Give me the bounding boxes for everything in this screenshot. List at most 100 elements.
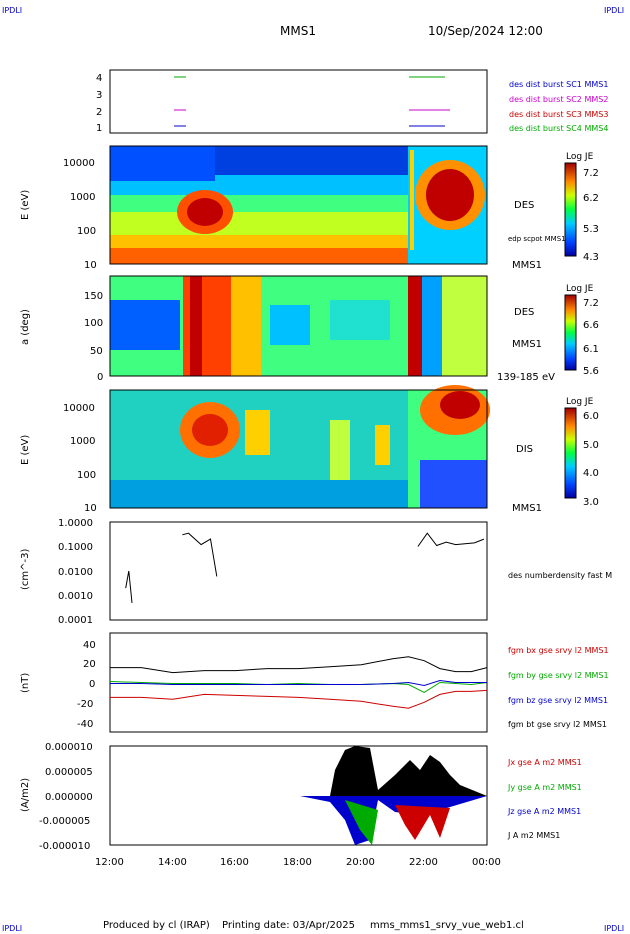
p3-ytick: 150 — [84, 291, 103, 302]
p6-ytick: -40 — [77, 719, 93, 730]
p3-instrument: DES — [514, 307, 534, 318]
p5-ylabel: (cm^-3) — [20, 549, 31, 590]
current-jy-area — [345, 800, 378, 845]
time-tick: 20:00 — [346, 857, 375, 868]
time-axis: 12:00 14:00 16:00 18:00 20:00 22:00 00:0… — [95, 857, 501, 868]
p3-bottom: 139-185 eV — [497, 372, 555, 383]
p5-ytick: 1.0000 — [58, 518, 93, 529]
footer-producer: Produced by cl (IRAP) — [103, 920, 210, 931]
panel-des-energy: E (eV) 10000 1000 100 10 DES edp scpot M… — [20, 145, 599, 271]
p2-cbar-tick: 4.3 — [583, 252, 599, 263]
p2-ytick: 100 — [77, 226, 96, 237]
p5-ytick: 0.1000 — [58, 542, 93, 553]
p7-ytick: -0.000010 — [39, 841, 90, 852]
corner-label-tr: IPDLI — [604, 6, 624, 15]
corner-label-tl: IPDLI — [2, 6, 22, 15]
p7-label: Jy gse A m2 MMS1 — [507, 783, 582, 792]
p7-ytick: 0.000000 — [45, 792, 93, 803]
current-jz-area — [110, 796, 487, 845]
p1-label: des dist burst SC1 MMS1 — [509, 80, 608, 89]
p5-label: des numberdensity fast M — [508, 571, 612, 580]
time-tick: 22:00 — [409, 857, 438, 868]
p4-cbar-tick: 5.0 — [583, 440, 599, 451]
p2-colorbar — [564, 162, 577, 257]
p2-bottom: MMS1 — [512, 260, 542, 271]
time-tick: 00:00 — [472, 857, 501, 868]
panel-des-pitch: a (deg) 150 100 50 0 DES MMS1 139-185 eV… — [20, 275, 599, 383]
p6-ytick: 40 — [83, 640, 96, 651]
p6-ylabel: (nT) — [20, 673, 31, 693]
p1-ytick: 3 — [96, 90, 102, 101]
date-title: 10/Sep/2024 12:00 — [428, 24, 543, 38]
p3-cbar-tick: 7.2 — [583, 298, 599, 309]
p4-ytick: 10 — [84, 503, 97, 514]
p2-cbar-tick: 6.2 — [583, 193, 599, 204]
density-plot — [125, 532, 485, 603]
bfield-series-bz — [110, 679, 487, 687]
density-series-segment — [417, 532, 485, 547]
p3-colorbar — [564, 294, 577, 371]
density-series-segment — [182, 532, 218, 577]
p4-ytick: 1000 — [70, 436, 95, 447]
p2-ylabel: E (eV) — [20, 190, 31, 220]
panel-current: (A/m2) 0.000010 0.000005 0.000000 -0.000… — [20, 742, 582, 852]
p3-cbar-tick: 6.1 — [583, 344, 599, 355]
p2-ytick: 1000 — [70, 192, 95, 203]
p3-mid: MMS1 — [512, 339, 542, 350]
p6-ytick: -20 — [77, 699, 93, 710]
time-tick: 14:00 — [158, 857, 187, 868]
p4-bottom: MMS1 — [512, 503, 542, 514]
p6-label: fgm bx gse srvy l2 MMS1 — [508, 646, 609, 655]
bfield-plot — [109, 656, 488, 709]
p1-ytick: 2 — [96, 107, 102, 118]
p3-ytick: 50 — [90, 346, 103, 357]
p4-ylabel: E (eV) — [20, 435, 31, 465]
p3-cbar-tick: 6.6 — [583, 320, 599, 331]
p6-ytick: 20 — [83, 659, 96, 670]
time-tick: 16:00 — [220, 857, 249, 868]
time-tick: 18:00 — [283, 857, 312, 868]
p4-instrument: DIS — [516, 444, 533, 455]
p5-ytick: 0.0001 — [58, 615, 93, 626]
p2-small-label: edp scpot MMS1 — [508, 235, 566, 243]
p1-ytick: 1 — [96, 123, 102, 134]
p4-ytick: 10000 — [63, 403, 95, 414]
current-jx-area — [395, 805, 450, 840]
p4-cbar-tick: 3.0 — [583, 497, 599, 508]
p3-ytick: 100 — [84, 318, 103, 329]
p4-cbar-tick: 6.0 — [583, 411, 599, 422]
p6-label: fgm bt gse srvy l2 MMS1 — [508, 720, 607, 729]
footer-printing: Printing date: 03/Apr/2025 — [222, 920, 355, 931]
spacecraft-title: MMS1 — [280, 24, 316, 38]
corner-label-br: IPDLI — [604, 924, 624, 933]
p6-label: fgm bz gse srvy l2 MMS1 — [508, 696, 608, 705]
p1-label: des dist burst SC4 MMS4 — [509, 124, 608, 133]
panel-dis-energy: E (eV) 10000 1000 100 10 DIS MMS1 Log JE… — [20, 385, 599, 514]
panel-density: (cm^-3) 1.0000 0.1000 0.0100 0.0010 0.00… — [20, 518, 612, 626]
p3-cbar-title: Log JE — [566, 284, 594, 294]
p4-colorbar — [564, 407, 577, 499]
p6-ytick: 0 — [89, 679, 95, 690]
p5-ytick: 0.0100 — [58, 567, 93, 578]
p1-label: des dist burst SC3 MMS3 — [509, 110, 608, 119]
p4-cbar-tick: 4.0 — [583, 468, 599, 479]
time-tick: 12:00 — [95, 857, 124, 868]
p3-ylabel: a (deg) — [20, 309, 31, 345]
p2-cbar-title: Log JE — [566, 152, 594, 162]
p2-cbar-tick: 5.3 — [583, 224, 599, 235]
bfield-series-bx — [110, 689, 488, 709]
footer-file: mms_mms1_srvy_vue_web1.cl — [370, 920, 524, 931]
p2-ytick: 10 — [84, 260, 97, 271]
p7-ytick: -0.000005 — [39, 816, 90, 827]
p2-instrument: DES — [514, 200, 534, 211]
p7-label: Jz gse A m2 MMS1 — [507, 807, 581, 816]
p7-ytick: 0.000010 — [45, 742, 93, 753]
p6-label: fgm by gse srvy l2 MMS1 — [508, 671, 609, 680]
p3-ytick: 0 — [97, 372, 103, 383]
current-j-area — [110, 746, 487, 796]
p7-ylabel: (A/m2) — [20, 778, 31, 812]
p1-label: des dist burst SC2 MMS2 — [509, 95, 608, 104]
p4-cbar-title: Log JE — [566, 397, 594, 407]
panel-magnetic-field: (nT) 40 20 0 -20 -40 fgm bx gse srvy l2 … — [20, 632, 609, 733]
